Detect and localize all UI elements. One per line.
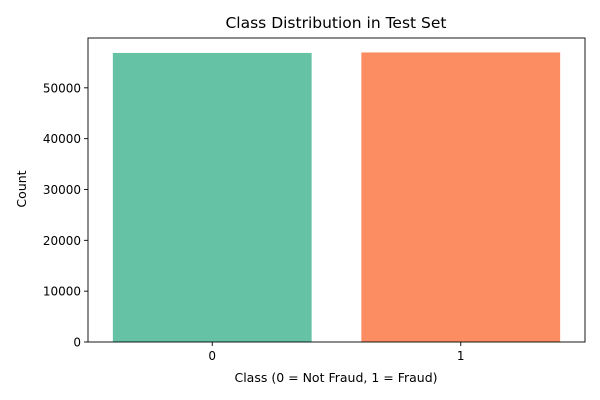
y-tick-label: 0	[73, 336, 81, 350]
bar-class-1	[361, 52, 561, 342]
y-tick-label: 30000	[43, 183, 81, 197]
chart-title: Class Distribution in Test Set	[225, 14, 446, 32]
y-axis-label: Count	[14, 170, 29, 207]
y-axis: 0 10000 20000 30000 40000 50000	[43, 81, 88, 350]
y-tick-label: 10000	[43, 285, 81, 299]
x-axis-label: Class (0 = Not Fraud, 1 = Fraud)	[234, 370, 437, 385]
y-tick-label: 40000	[43, 132, 81, 146]
bar-class-0	[112, 52, 312, 343]
bars-group	[112, 52, 561, 343]
plot-frame	[87, 37, 586, 343]
y-tick-label: 20000	[43, 234, 81, 248]
x-tick-label: 1	[457, 349, 465, 363]
y-tick-label: 50000	[43, 81, 81, 95]
x-tick-label: 0	[208, 349, 216, 363]
